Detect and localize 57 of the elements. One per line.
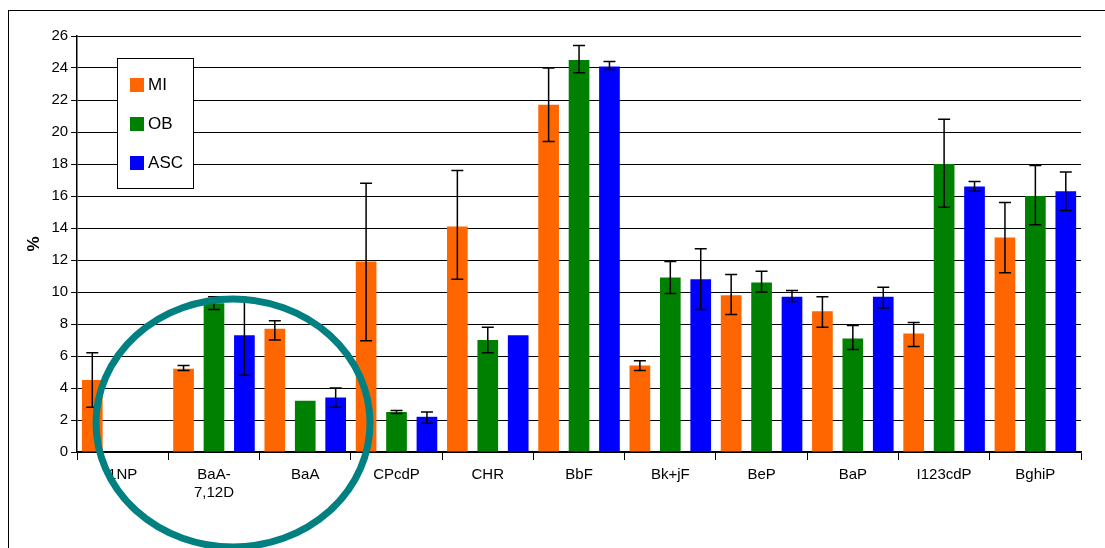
x-tick-label: I123cdP [916,465,972,483]
bar [903,333,925,452]
y-tick-label: 26 [51,26,69,44]
y-tick-label: 4 [59,378,69,396]
x-tick-label: BaP [838,465,868,483]
legend-label: OB [148,113,173,134]
bar [812,311,833,452]
y-tick-label: 14 [51,218,69,236]
x-tick-label: BaA [291,465,320,483]
bar [599,66,620,452]
x-tick-label: BeP [747,465,776,483]
bar [964,186,985,452]
y-tick-label: 24 [51,58,69,76]
x-tick-label: CHR [471,465,505,483]
legend-label: MI [148,74,167,95]
x-tick-label: BbF [565,465,593,483]
y-tick-label: 8 [59,314,69,332]
y-tick-label: 2 [59,410,69,428]
y-tick-label: 0 [59,442,69,460]
y-tick-label: 20 [51,122,69,140]
legend-label: ASC [148,152,184,173]
bar [842,338,864,452]
y-tick-label: 12 [51,250,69,268]
bar [568,60,590,452]
bar [234,335,255,452]
bar [203,303,225,452]
bar [477,340,499,452]
bar [781,296,803,452]
x-tick-label: BghiP [1015,465,1056,483]
y-tick-label: 18 [51,154,69,172]
x-tick-label: CPcdP [373,465,420,483]
bar [659,277,681,452]
bar [994,237,1016,452]
bar [325,397,347,452]
x-tick-label: BaA- 7,12D [193,465,235,501]
bar [933,164,955,452]
bar [1025,196,1046,452]
bar [872,296,894,452]
y-tick-label: 16 [51,186,69,204]
x-tick-label: Bk+jF [650,465,690,483]
y-tick-label: 6 [59,346,69,364]
bar [507,335,529,452]
y-tick-label: 22 [51,90,69,108]
bar [751,282,772,452]
bar [447,226,468,452]
bar [173,368,194,452]
bar [264,328,286,452]
bar [538,104,559,452]
bar [690,279,712,452]
bar [629,365,651,452]
bar [416,416,438,452]
y-tick-label: 10 [51,282,69,300]
bar [294,400,316,452]
bar [386,412,407,452]
y-axis-title: % [23,236,43,252]
bar [720,295,742,452]
bar [1055,191,1077,452]
